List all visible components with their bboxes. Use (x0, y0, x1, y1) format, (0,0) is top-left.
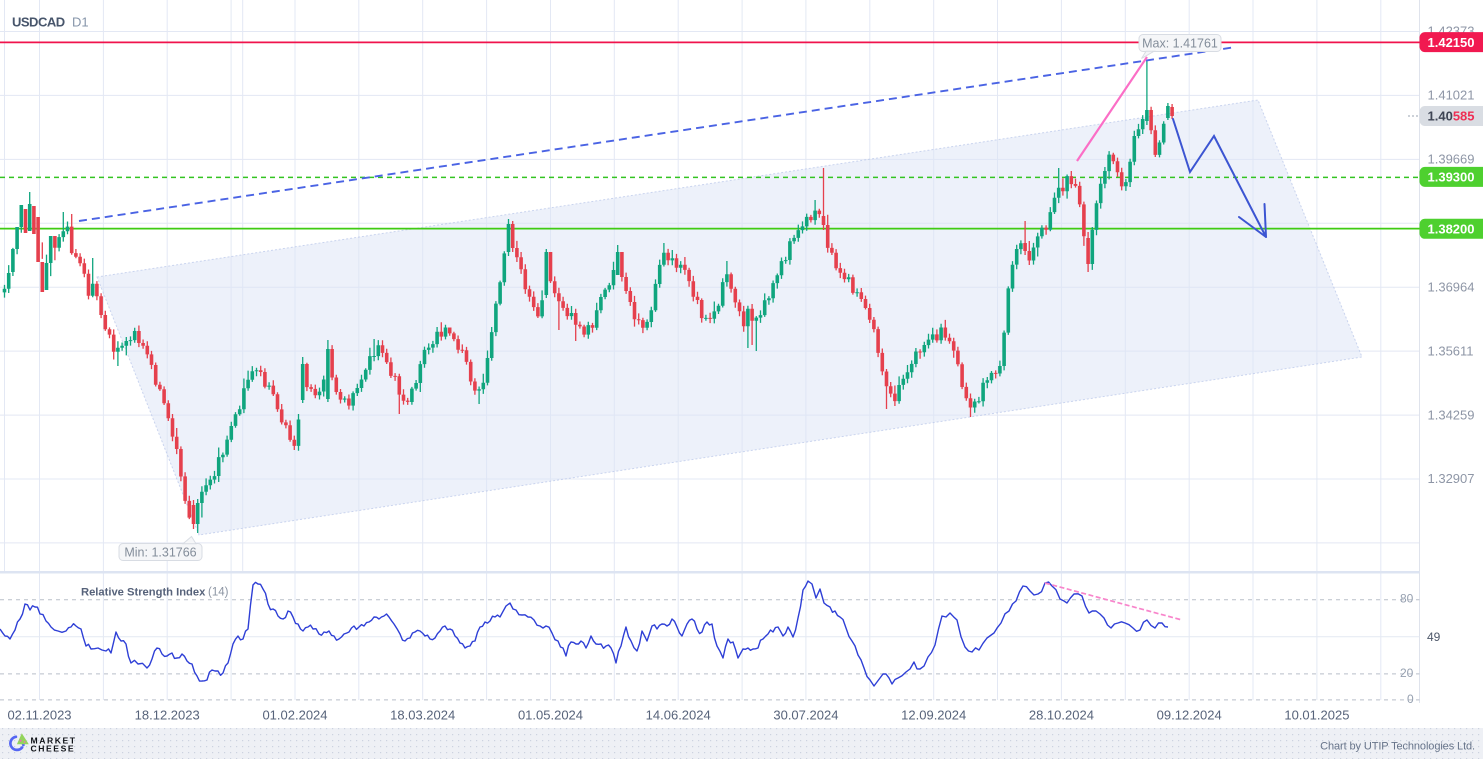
svg-text:USDCAD: USDCAD (12, 15, 65, 30)
svg-text:01.05.2024: 01.05.2024 (518, 708, 583, 723)
svg-text:1.40585: 1.40585 (1428, 109, 1475, 124)
svg-text:0: 0 (1407, 692, 1414, 706)
svg-text:1.34259: 1.34259 (1428, 407, 1475, 422)
svg-text:Chart by UTIP Technologies Ltd: Chart by UTIP Technologies Ltd. (1320, 741, 1475, 753)
svg-text:1.39669: 1.39669 (1428, 152, 1475, 167)
svg-text:20: 20 (1400, 666, 1414, 680)
svg-text:12.09.2024: 12.09.2024 (901, 708, 966, 723)
svg-text:Max: 1.41761: Max: 1.41761 (1142, 36, 1218, 50)
svg-text:1.41021: 1.41021 (1428, 88, 1475, 103)
svg-text:MARKET: MARKET (31, 736, 77, 746)
svg-text:1.35611: 1.35611 (1428, 343, 1474, 358)
svg-text:(14): (14) (208, 587, 229, 599)
svg-text:09.12.2024: 09.12.2024 (1157, 708, 1222, 723)
svg-text:Relative Strength Index: Relative Strength Index (81, 587, 206, 599)
svg-text:D1: D1 (72, 15, 89, 30)
svg-text:80: 80 (1400, 592, 1414, 606)
svg-text:1.38200: 1.38200 (1428, 222, 1475, 237)
svg-text:1.36964: 1.36964 (1428, 280, 1475, 295)
svg-text:CHEESE: CHEESE (31, 743, 76, 753)
svg-text:1.32907: 1.32907 (1428, 471, 1475, 486)
svg-text:30.07.2024: 30.07.2024 (773, 708, 838, 723)
svg-text:Min: 1.31766: Min: 1.31766 (124, 545, 196, 559)
svg-text:28.10.2024: 28.10.2024 (1029, 708, 1094, 723)
svg-text:01.02.2024: 01.02.2024 (262, 708, 327, 723)
svg-text:14.06.2024: 14.06.2024 (646, 708, 711, 723)
svg-text:1.39300: 1.39300 (1428, 170, 1475, 185)
svg-text:49: 49 (1427, 630, 1441, 644)
svg-text:18.03.2024: 18.03.2024 (390, 708, 455, 723)
svg-text:18.12.2023: 18.12.2023 (135, 708, 200, 723)
svg-text:1.42150: 1.42150 (1428, 35, 1475, 50)
svg-text:10.01.2025: 10.01.2025 (1284, 708, 1349, 723)
svg-text:02.11.2023: 02.11.2023 (7, 708, 71, 723)
